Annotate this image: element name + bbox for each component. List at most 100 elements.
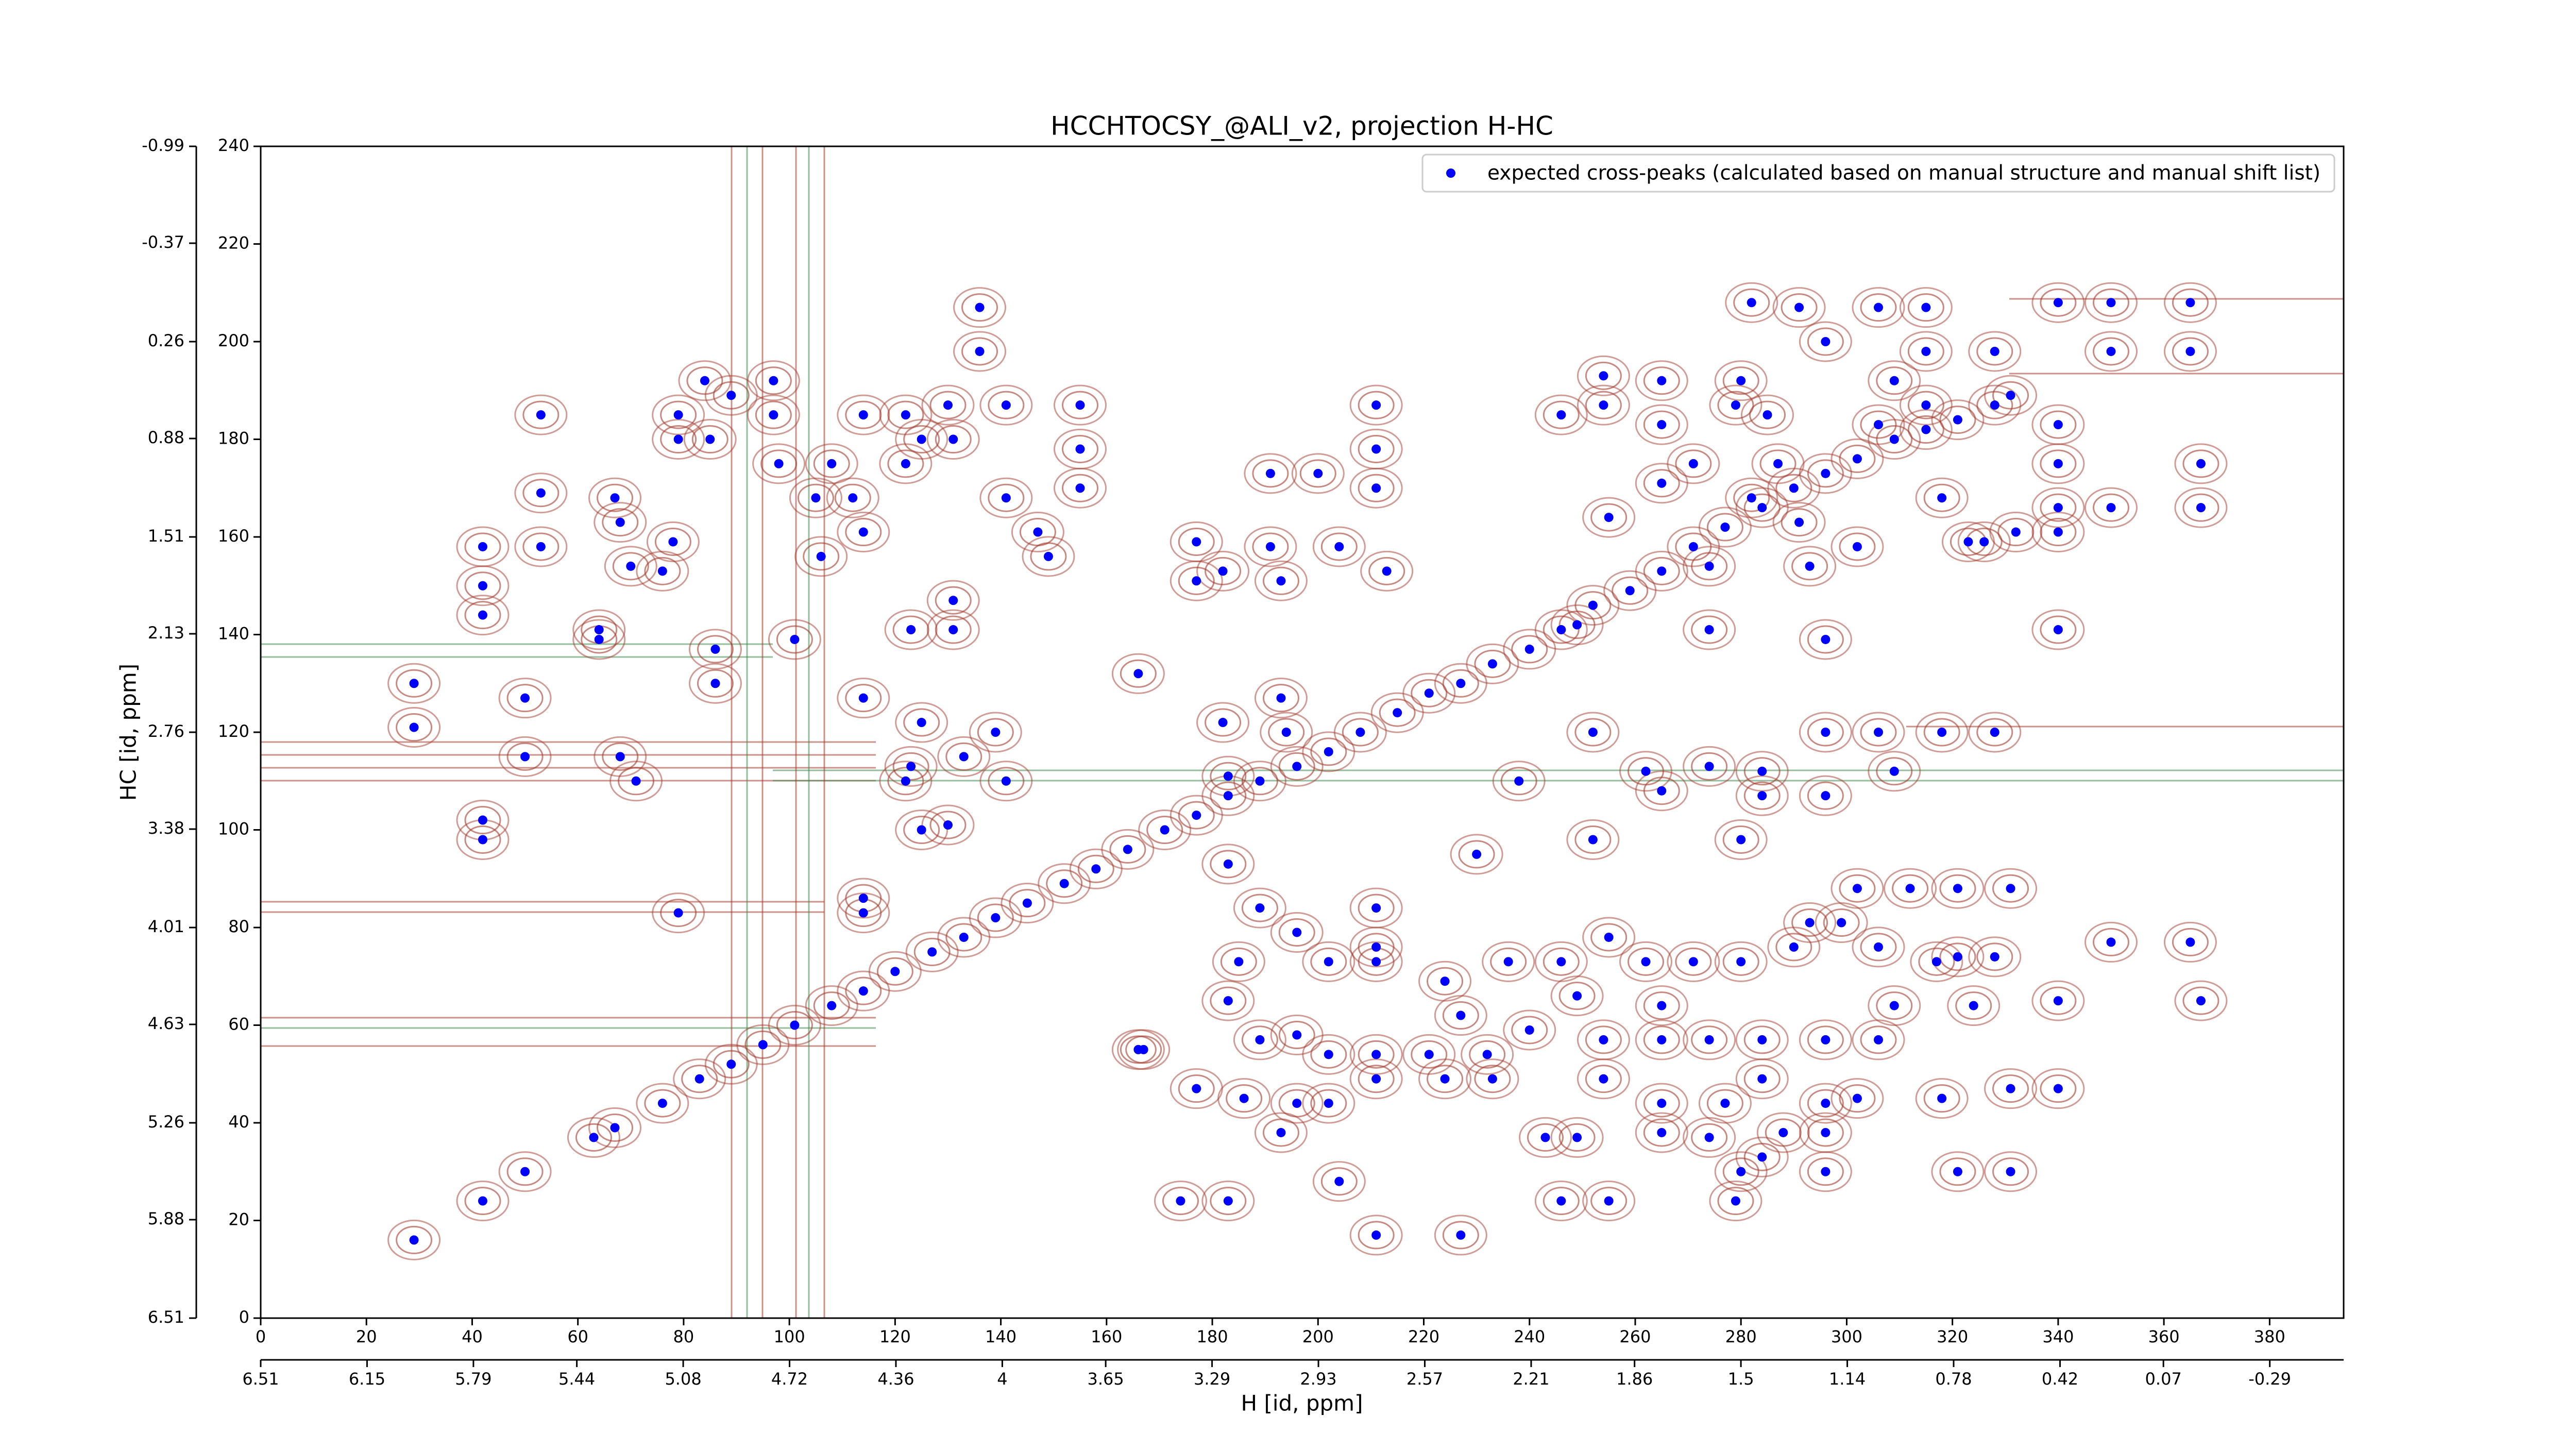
peak-halo [2163, 921, 2217, 963]
peak-halo [673, 1058, 726, 1100]
peak-halo [2031, 1068, 2085, 1109]
peak-halo [1852, 926, 1905, 968]
cross-peak [1503, 957, 1513, 967]
peak-halo [1527, 1123, 1564, 1152]
legend-box [1421, 154, 2335, 193]
peak-halo [522, 532, 560, 561]
x-tick-label: 80 [673, 1327, 694, 1346]
peak-halo [1915, 477, 1969, 518]
cross-peak [1720, 1099, 1730, 1108]
peak-halo [1111, 653, 1165, 694]
cross-peak [1424, 1050, 1434, 1059]
peak-halo [895, 810, 948, 850]
peak-halo [988, 391, 1025, 419]
peak-halo [1799, 619, 1852, 660]
peak-halo [1931, 399, 1985, 441]
peak-halo [1735, 1136, 1789, 1177]
peak-halo [903, 425, 940, 453]
contour-background [261, 146, 2344, 1318]
cross-peak [1192, 576, 1201, 586]
peak-halo [1799, 1151, 1852, 1192]
cross-peak [478, 542, 487, 551]
cross-peak [1556, 957, 1566, 967]
peak-halo [1278, 918, 1315, 947]
peak-halo [1807, 1157, 1844, 1186]
peak-halo [1368, 557, 1405, 585]
cross-peak [1979, 537, 1989, 547]
peak-halo [1852, 287, 1905, 328]
peak-halo [713, 381, 750, 410]
peak-halo [1062, 391, 1099, 419]
peak-halo [1469, 1040, 1506, 1069]
cross-peak [1324, 957, 1333, 967]
peak-halo [1831, 526, 1884, 567]
peak-halo [597, 483, 634, 512]
cross-peak [1641, 766, 1651, 776]
peak-halo [776, 1011, 813, 1039]
x2-tick-label: 4.72 [771, 1369, 808, 1389]
peak-halo [1839, 1084, 1876, 1113]
peak-halo [1725, 477, 1778, 518]
peak-halo [1358, 434, 1395, 463]
cross-peak [1641, 957, 1651, 967]
peak-halo [1427, 967, 1464, 996]
y2-tick-label: 1.51 [148, 526, 184, 546]
peak-halo [1968, 936, 2022, 978]
cross-peak [1334, 542, 1344, 551]
cross-peak [1931, 957, 1941, 967]
cross-peak [1218, 566, 1228, 576]
peak-halo [1799, 712, 1852, 753]
peak-halo [2031, 980, 2085, 1021]
x-tick-label: 140 [985, 1327, 1016, 1346]
cross-peak [1604, 932, 1614, 942]
peak-halo [1534, 1181, 1588, 1222]
peak-halo [1450, 834, 1503, 875]
peak-halo [977, 903, 1014, 932]
peak-halo [1775, 933, 1812, 962]
cross-peak [710, 679, 720, 688]
peak-halo [961, 337, 998, 366]
peak-halo [1210, 986, 1247, 1015]
peak-halo [1807, 459, 1844, 488]
cross-peak [1731, 1196, 1740, 1206]
peak-halo [1667, 941, 1720, 982]
peak-halo [1683, 609, 1736, 650]
peak-halo [1270, 1014, 1324, 1055]
cross-peak [917, 718, 926, 728]
peak-halo [636, 1083, 689, 1124]
cross-peak [589, 1133, 599, 1142]
peak-halo [926, 419, 980, 460]
y2-tick-label: -0.37 [142, 232, 184, 252]
peak-halo [1411, 679, 1448, 707]
cross-peak [948, 596, 958, 605]
peak-halo [1643, 1118, 1680, 1147]
cross-peak [1990, 728, 1999, 737]
peak-halo [1302, 941, 1355, 982]
y2-tick-label: 0.26 [148, 331, 184, 350]
cross-peak [2053, 1084, 2063, 1093]
y-tick-label: 160 [218, 526, 249, 546]
peak-halo [1201, 844, 1255, 885]
peak-halo [1220, 947, 1257, 976]
peak-halo [1358, 894, 1395, 922]
peak-halo [2031, 443, 2085, 484]
peak-halo [1931, 868, 1985, 909]
peak-halo [652, 892, 705, 934]
peak-halo [1907, 293, 1944, 322]
cross-peak [2053, 298, 2063, 308]
cross-peak [1059, 879, 1069, 888]
cross-peak [726, 391, 736, 400]
peak-halo [1342, 718, 1379, 747]
peak-halo [1244, 453, 1297, 494]
peak-halo [1735, 775, 1789, 816]
peak-halo [905, 931, 959, 972]
peak-halo [1490, 947, 1527, 976]
peak-halo [2084, 921, 2138, 963]
peak-halo [813, 991, 850, 1020]
y-tick-label: 120 [218, 721, 249, 741]
cross-peak [1371, 957, 1381, 967]
peak-halo [1706, 1089, 1743, 1118]
cross-peak [2185, 346, 2195, 356]
peak-halo [1899, 384, 1953, 426]
peak-halo [1466, 1058, 1519, 1100]
